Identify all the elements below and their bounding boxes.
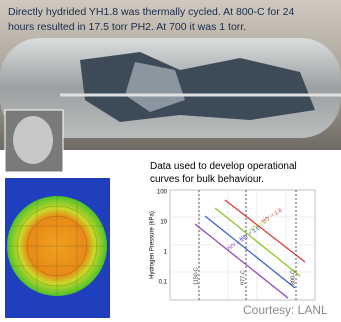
chart-title-line: Data used to develop operational bbox=[150, 161, 297, 172]
temp-label: 977-C bbox=[240, 270, 246, 285]
temp-label: 1150-C bbox=[193, 267, 199, 285]
y-tick-label: 10 bbox=[160, 220, 167, 226]
caption-line: hours resulted in 17.5 torr PH2. At 700 … bbox=[8, 21, 246, 33]
slide: Directly hydrided YH1.8 was thermally cy… bbox=[0, 0, 341, 322]
y-tick-label: 1 bbox=[164, 250, 168, 256]
temp-label: 800-C bbox=[290, 270, 296, 285]
y-label: Hydrogen Pressure (kPa) bbox=[150, 211, 156, 279]
chart-title-line: curves for bulk behaviour. bbox=[150, 174, 264, 185]
chart-title: Data used to develop operational curves … bbox=[150, 161, 300, 185]
y-ticks: 100 10 1 0.1 bbox=[157, 190, 168, 286]
y-tick-label: 0.1 bbox=[159, 280, 168, 286]
caption-line: Directly hydrided YH1.8 was thermally cy… bbox=[8, 6, 295, 18]
sem-particle bbox=[13, 116, 53, 164]
y-tick-label: 100 bbox=[157, 190, 168, 196]
credit: Courtesy: LANL bbox=[243, 303, 328, 317]
